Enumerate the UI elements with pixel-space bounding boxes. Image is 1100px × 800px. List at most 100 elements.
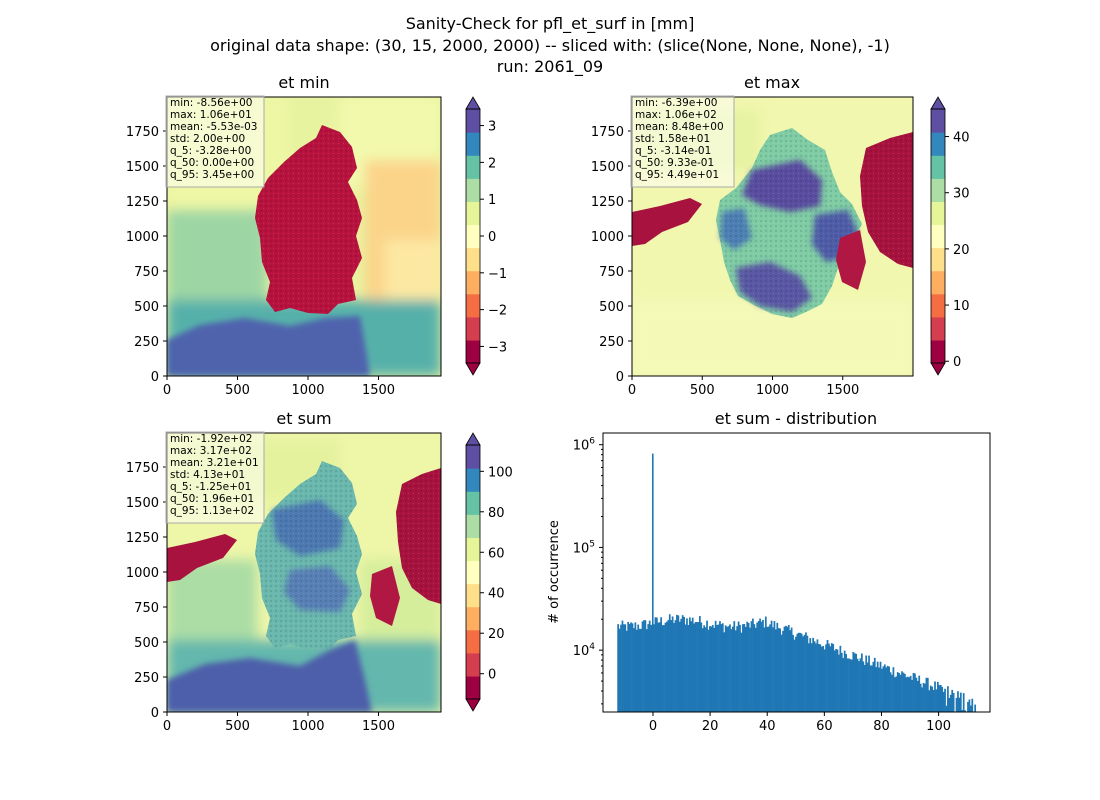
histogram-bar bbox=[747, 622, 750, 712]
x-tick-label: 0 bbox=[649, 719, 657, 734]
histogram-bar bbox=[906, 676, 909, 712]
histogram-bar bbox=[631, 623, 634, 712]
stats-line: q_95: 3.45e+00 bbox=[170, 169, 254, 181]
histogram-bar bbox=[737, 621, 740, 712]
histogram-bar bbox=[688, 617, 691, 712]
histogram-bar bbox=[653, 624, 655, 712]
histogram-bar bbox=[876, 661, 879, 712]
stats-line: q_5: -1.25e+01 bbox=[170, 481, 251, 493]
histogram-bar bbox=[925, 677, 928, 712]
stats-line: mean: 3.21e+01 bbox=[170, 457, 259, 469]
histogram-bar bbox=[941, 686, 944, 712]
histogram-bar bbox=[967, 701, 969, 712]
histogram-bar bbox=[752, 618, 754, 712]
histogram-bar bbox=[668, 614, 671, 712]
colorbar-tick-label: −3 bbox=[488, 340, 507, 355]
stats-line: std: 2.00e+00 bbox=[170, 133, 245, 145]
histogram-bar bbox=[618, 628, 621, 712]
histogram-bar bbox=[962, 693, 965, 712]
colorbar-tick-label: −2 bbox=[488, 304, 507, 319]
x-tick-label: 500 bbox=[225, 719, 250, 734]
x-tick-label: 1500 bbox=[826, 383, 859, 398]
histogram-bar bbox=[706, 620, 708, 712]
histogram-bar bbox=[763, 627, 766, 712]
histogram-bar bbox=[855, 653, 858, 712]
histogram-bar bbox=[680, 618, 683, 712]
histogram-bar bbox=[916, 680, 919, 712]
histogram-bar bbox=[779, 628, 782, 712]
histogram-bar bbox=[654, 617, 657, 712]
histogram-bar bbox=[762, 619, 764, 712]
colorbar: 0 20 40 60 80 100 bbox=[465, 432, 513, 712]
panel-title: et min bbox=[278, 73, 329, 92]
histogram-bar bbox=[904, 673, 906, 712]
histogram-bar bbox=[658, 622, 661, 712]
histogram-bar bbox=[746, 621, 749, 712]
histogram-bar bbox=[905, 677, 908, 712]
colorbar-tick-label: 0 bbox=[488, 230, 496, 245]
alps-region bbox=[167, 316, 370, 376]
colorbar-tick-label: 0 bbox=[953, 355, 961, 370]
x-tick-label: 0 bbox=[628, 383, 636, 398]
histogram-bar bbox=[886, 665, 889, 712]
y-tick-label: 1000 bbox=[126, 230, 159, 245]
histogram-bar bbox=[742, 624, 744, 712]
histogram-bar bbox=[926, 677, 929, 712]
histogram-bar bbox=[919, 683, 922, 712]
colorbar-tick-label: 40 bbox=[488, 587, 505, 602]
histogram-bar bbox=[889, 672, 892, 712]
panel-title: et sum bbox=[276, 409, 331, 428]
histogram-bar bbox=[815, 643, 817, 712]
panel-et-sum-distribution: et sum - distribution 0 20 40 60 80 100 10410… bbox=[547, 409, 991, 734]
histogram-bar bbox=[796, 633, 799, 712]
histogram-bar bbox=[816, 639, 819, 712]
histogram-bar bbox=[644, 620, 647, 712]
histogram-bar bbox=[826, 639, 829, 712]
histogram-bar bbox=[809, 638, 812, 712]
colorbar-segment bbox=[931, 201, 945, 226]
histogram-bar bbox=[759, 618, 761, 712]
x-tick-label: 1000 bbox=[291, 383, 324, 398]
histogram-bar bbox=[866, 662, 869, 712]
histogram-bar bbox=[802, 636, 804, 712]
histogram-bar bbox=[671, 616, 674, 712]
histogram-bar bbox=[934, 681, 936, 712]
histogram-bar bbox=[691, 617, 694, 712]
histogram-bar bbox=[957, 691, 959, 712]
histogram-bar bbox=[937, 681, 939, 712]
histogram-bar bbox=[825, 644, 827, 712]
stats-line: std: 1.58e+01 bbox=[635, 133, 710, 145]
histogram-bar bbox=[785, 625, 787, 712]
colorbar-segment bbox=[466, 247, 480, 272]
colorbar-segment bbox=[931, 270, 945, 295]
histogram-bar bbox=[716, 625, 718, 712]
histogram-bar bbox=[635, 629, 638, 712]
histogram-bar bbox=[730, 629, 733, 712]
colorbar-segment bbox=[931, 339, 945, 364]
x-tick-label: 0 bbox=[163, 383, 171, 398]
axes-frame bbox=[602, 432, 991, 713]
stats-line: max: 1.06e+02 bbox=[635, 109, 717, 121]
stats-line: q_50: 0.00e+00 bbox=[170, 157, 254, 169]
y-tick-label: 1750 bbox=[591, 125, 624, 140]
histogram-bar bbox=[911, 679, 913, 712]
colorbar-segment bbox=[931, 293, 945, 318]
x-tick-label: 1000 bbox=[291, 719, 324, 734]
y-tick-label: 500 bbox=[134, 300, 159, 315]
histogram-bar bbox=[971, 698, 974, 712]
histogram-bar bbox=[949, 694, 952, 712]
y-tick-label: 105 bbox=[573, 539, 595, 556]
histogram-bar bbox=[713, 627, 716, 712]
histogram-bar bbox=[660, 617, 663, 712]
histogram-bar bbox=[961, 709, 964, 712]
histogram-bar bbox=[757, 621, 760, 712]
colorbar-segment bbox=[466, 583, 480, 608]
suptitle: Sanity-Check for pfl_et_surf in [mm] ori… bbox=[210, 14, 890, 77]
colorbar-tick-label: 30 bbox=[953, 187, 970, 202]
histogram-bar bbox=[912, 672, 915, 712]
colorbar-segment bbox=[466, 629, 480, 654]
histogram-bar bbox=[690, 621, 693, 712]
colorbar-segment bbox=[466, 606, 480, 631]
histogram-bar bbox=[974, 704, 977, 712]
red-region-east-texture bbox=[396, 468, 441, 604]
